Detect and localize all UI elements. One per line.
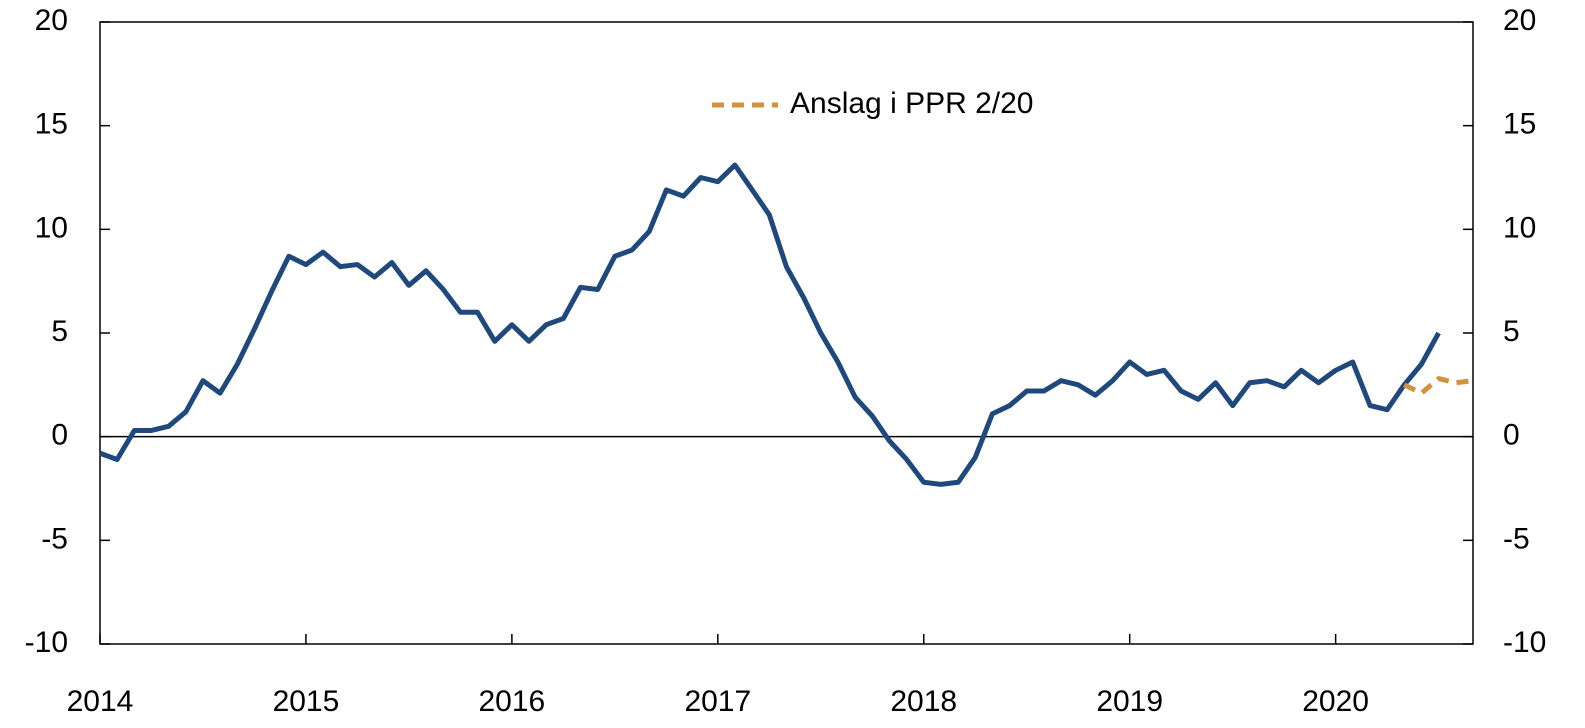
legend-label: Anslag i PPR 2/20 [790,87,1033,120]
y2-tick-label: 20 [1503,4,1536,37]
x-tick-label: 2019 [1096,685,1163,718]
y2-tick-label: 5 [1503,315,1520,348]
series-line [1403,376,1474,396]
y-tick-label: 20 [35,4,68,37]
y2-tick-label: -5 [1503,522,1530,555]
y2-tick-label: 0 [1503,419,1520,452]
y2-tick-label: 10 [1503,211,1536,244]
series-line [99,162,1441,487]
x-tick-label: 2016 [479,685,546,718]
x-tick-label: 2014 [67,685,134,718]
y2-tick-label: -10 [1503,626,1546,659]
y-tick-label: 10 [35,211,68,244]
x-tick-label: 2017 [684,685,751,718]
y-tick-label: -10 [25,626,68,659]
y-tick-label: 15 [35,108,68,141]
y2-tick-label: 15 [1503,108,1536,141]
plot-frame [99,21,1474,645]
x-tick-label: 2020 [1302,685,1369,718]
y-tick-label: -5 [41,522,68,555]
x-tick-label: 2018 [890,685,957,718]
y-tick-label: 0 [51,419,68,452]
y-tick-label: 5 [51,315,68,348]
x-tick-label: 2015 [273,685,340,718]
